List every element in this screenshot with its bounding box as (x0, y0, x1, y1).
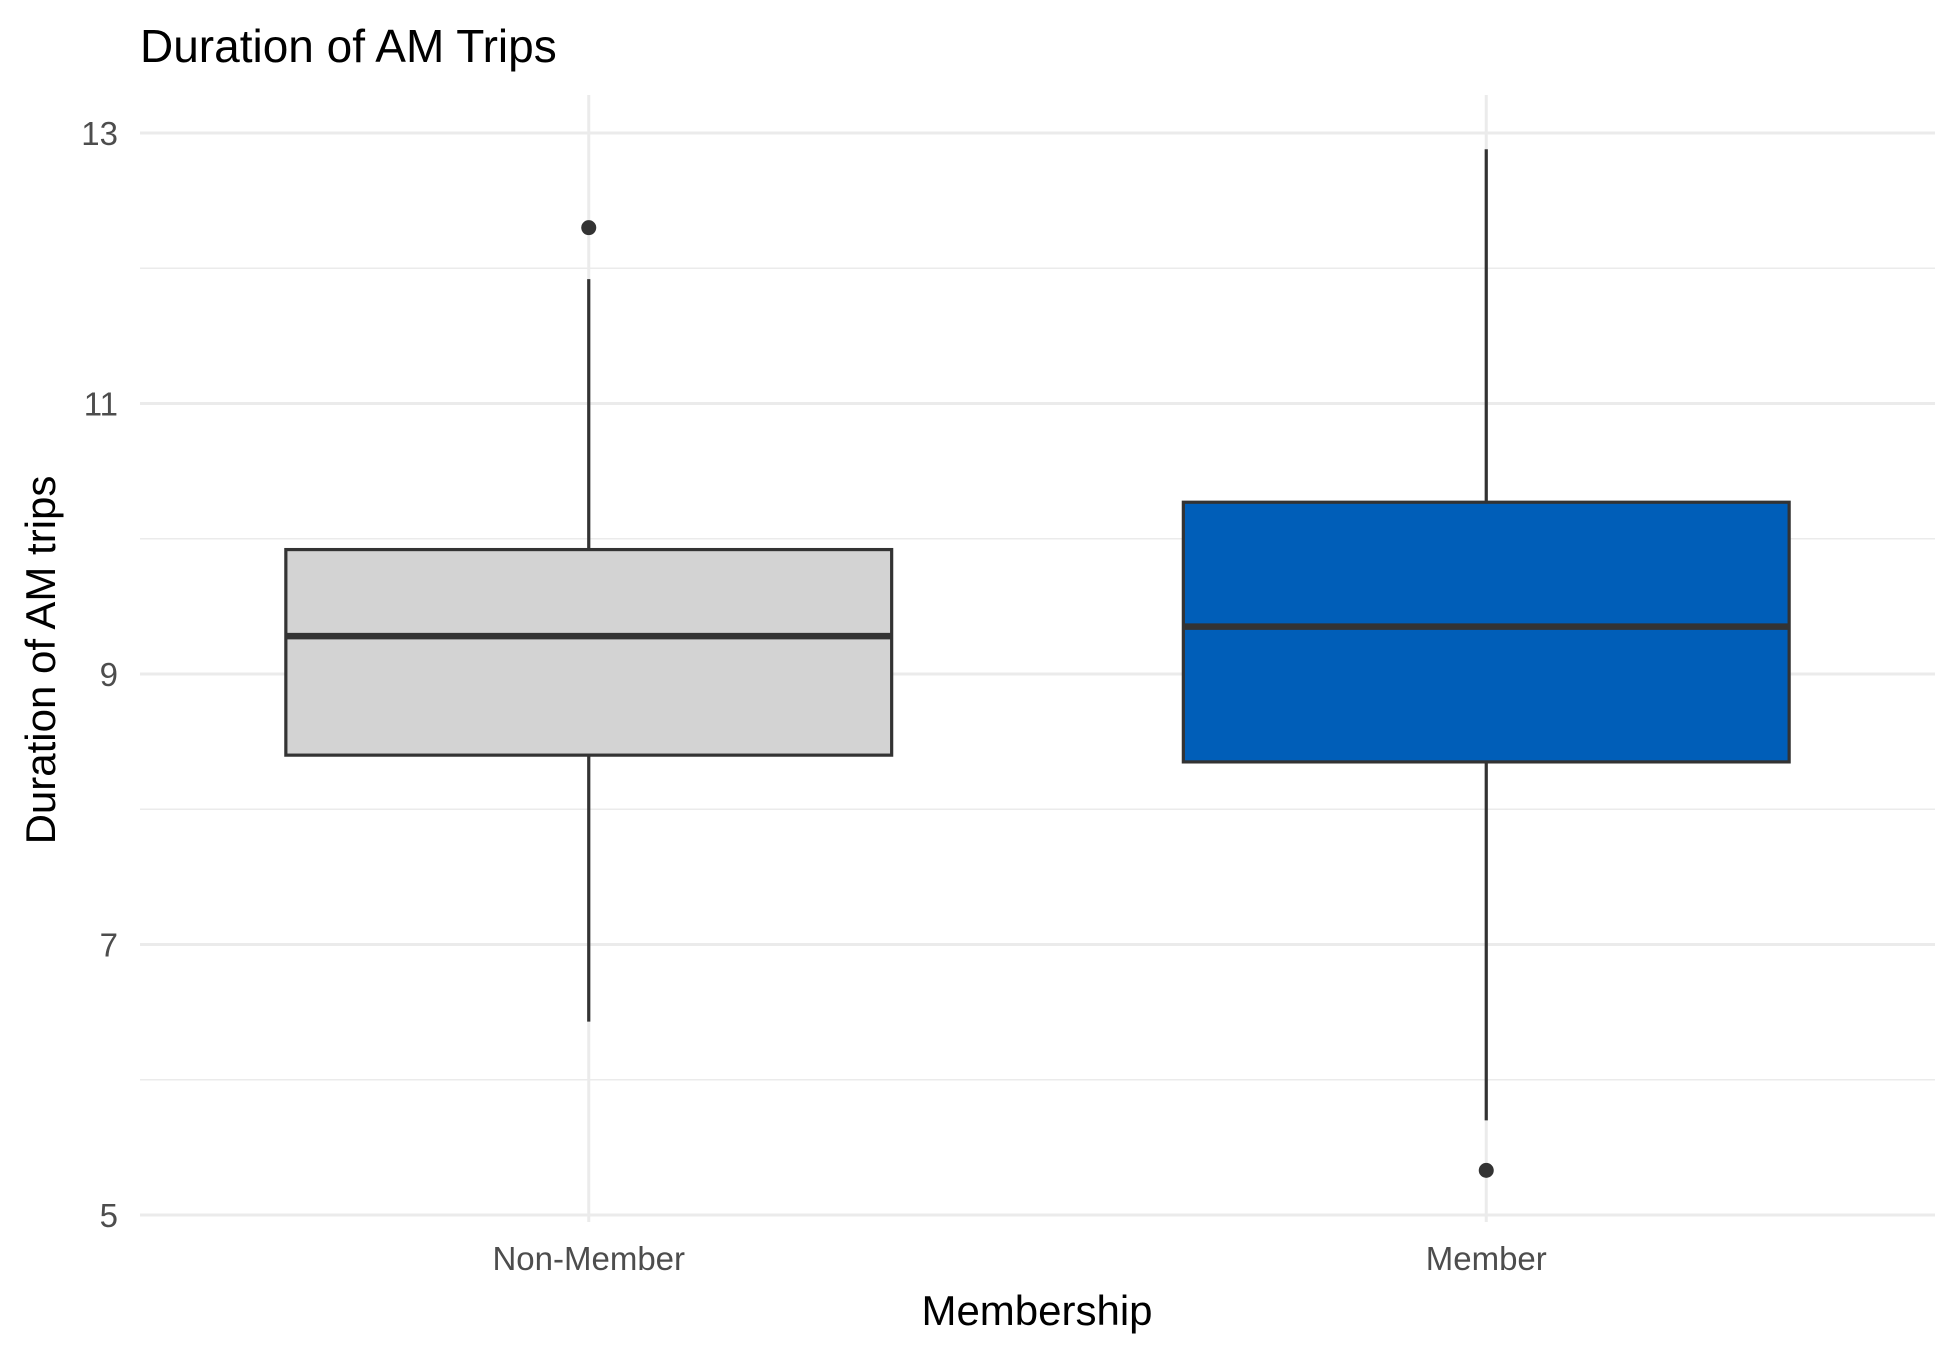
box-group-non-member (284, 220, 894, 1022)
x-axis-title: Membership (921, 1287, 1152, 1334)
y-tick-label: 7 (100, 927, 118, 964)
box (1181, 500, 1791, 764)
box-group-member (1181, 149, 1791, 1178)
x-tick-label: Non-Member (492, 1240, 685, 1277)
y-tick-label: 11 (84, 386, 118, 423)
chart-title: Duration of AM Trips (140, 20, 557, 72)
y-tick-label: 9 (100, 656, 118, 693)
y-tick-labels: 5 7 9 11 13 (81, 115, 118, 1234)
y-axis-title: Duration of AM trips (17, 476, 64, 845)
boxes (284, 149, 1791, 1178)
outlier-point (581, 220, 597, 236)
y-tick-label: 13 (81, 115, 118, 152)
x-tick-labels: Non-Member Member (492, 1240, 1546, 1277)
outlier-point (1478, 1162, 1494, 1178)
x-tick-label: Member (1426, 1240, 1547, 1277)
box (284, 547, 894, 757)
y-tick-label: 5 (100, 1197, 118, 1234)
